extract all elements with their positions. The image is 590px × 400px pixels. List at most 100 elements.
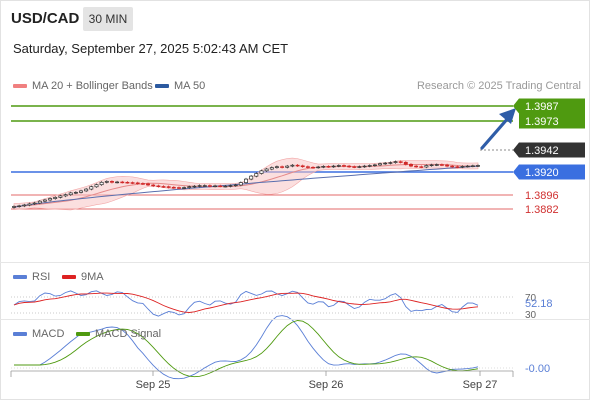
candle xyxy=(233,183,238,187)
candle-body xyxy=(79,190,83,193)
candle xyxy=(146,182,150,187)
candle-body xyxy=(218,185,223,188)
candle-body xyxy=(22,204,27,207)
candle-body xyxy=(259,170,264,174)
candle-body xyxy=(476,165,480,167)
rsi-upper-label: 70 xyxy=(525,293,537,304)
candle xyxy=(439,163,444,167)
candle-body xyxy=(445,164,450,167)
candle-body xyxy=(73,192,78,194)
candle xyxy=(161,185,166,188)
macd-line xyxy=(14,315,479,380)
candle-body xyxy=(465,165,470,168)
candle xyxy=(89,185,94,191)
candle-body xyxy=(450,165,455,168)
candle xyxy=(254,172,259,178)
candle-body xyxy=(372,164,377,167)
price-tag-label: 1.3896 xyxy=(525,190,559,202)
candle-body xyxy=(424,165,429,168)
candle-body xyxy=(347,165,352,168)
legend-swatch-icon xyxy=(13,332,27,337)
candle-body xyxy=(228,185,233,187)
price-tag-label: 1.3882 xyxy=(525,204,559,216)
candle-body xyxy=(300,165,305,168)
candle xyxy=(465,164,470,168)
candle xyxy=(347,164,352,168)
candle-body xyxy=(182,187,187,189)
candle xyxy=(357,165,362,169)
candle xyxy=(450,164,455,168)
candle-body xyxy=(419,166,424,168)
candle xyxy=(300,164,305,168)
panel-divider xyxy=(0,319,590,320)
timeframe-button[interactable]: 30 MIN xyxy=(83,7,133,31)
candle xyxy=(53,196,58,200)
candle-body xyxy=(455,166,460,168)
candle-body xyxy=(146,183,150,186)
price-tag-bg xyxy=(513,142,585,158)
ma20-line xyxy=(13,163,479,207)
candle-body xyxy=(120,181,125,184)
candle xyxy=(414,164,419,168)
price-tag-bg xyxy=(513,98,585,114)
candle-body xyxy=(223,185,228,188)
legend-9ma: 9MA xyxy=(62,271,104,283)
candle-body xyxy=(17,205,22,208)
candle xyxy=(388,161,393,165)
candle xyxy=(94,183,99,188)
candle-body xyxy=(264,168,269,172)
candle-body xyxy=(249,175,254,180)
candle xyxy=(115,180,120,184)
price-tag-bg xyxy=(513,164,585,180)
candle xyxy=(238,181,243,187)
candle-body xyxy=(135,182,140,185)
candle-body xyxy=(177,187,181,189)
candle xyxy=(202,184,207,187)
candle xyxy=(264,167,269,172)
candle xyxy=(110,180,114,184)
candle-body xyxy=(151,184,156,187)
price-tag-label: 1.3987 xyxy=(525,101,559,113)
candle-body xyxy=(171,186,176,189)
candle xyxy=(63,193,68,198)
candle xyxy=(326,165,331,168)
candle xyxy=(197,184,202,188)
candle-body xyxy=(311,166,315,169)
candle-body xyxy=(326,166,331,168)
legend-swatch-icon xyxy=(13,275,27,280)
candle-body xyxy=(336,165,341,167)
candle xyxy=(336,164,341,168)
symbol-title: USD/CAD xyxy=(11,10,80,27)
candle xyxy=(362,164,367,168)
candle xyxy=(460,165,465,169)
candle-body xyxy=(84,188,89,192)
candle xyxy=(316,165,321,169)
rsi-line xyxy=(13,290,479,317)
candle-body xyxy=(305,166,310,168)
macd-value-label: -0.00 xyxy=(525,363,550,375)
price-tag-r2: 1.3987 xyxy=(513,98,585,114)
price-tag-r1: 1.3973 xyxy=(519,113,585,129)
candle-body xyxy=(352,166,357,168)
legend-swatch-icon xyxy=(76,332,90,337)
candle-body xyxy=(429,164,434,167)
candle xyxy=(429,163,434,167)
candle-body xyxy=(187,186,192,188)
rsi-9ma-line xyxy=(13,292,479,313)
candle xyxy=(120,180,125,184)
candle-body xyxy=(32,202,37,205)
candle xyxy=(27,202,32,207)
candle xyxy=(223,184,228,188)
candle xyxy=(73,191,78,195)
candle xyxy=(79,189,83,194)
candle xyxy=(228,184,233,188)
candle xyxy=(104,180,109,184)
candle xyxy=(213,184,218,188)
legend-macd: MACD xyxy=(13,328,64,340)
candle xyxy=(12,205,16,209)
candle-body xyxy=(233,184,238,187)
candle xyxy=(156,184,161,188)
forecast-arrow-icon xyxy=(480,115,511,150)
candle xyxy=(424,164,429,169)
